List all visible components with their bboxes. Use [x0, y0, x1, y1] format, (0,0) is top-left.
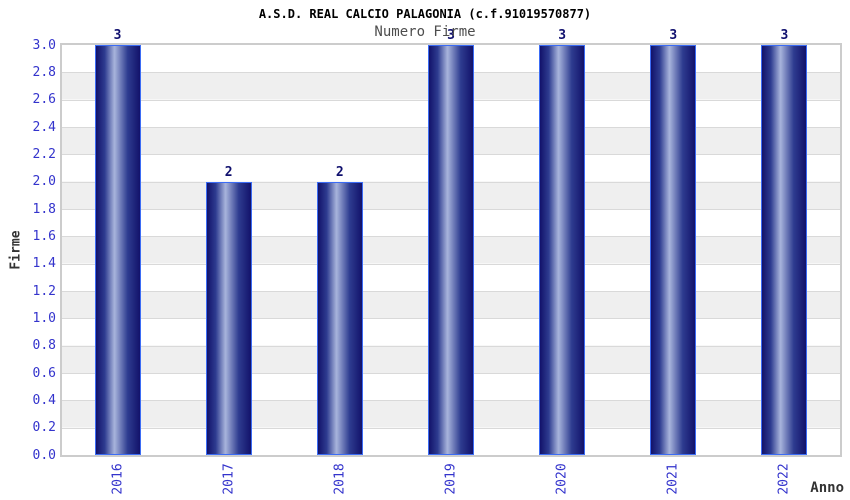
bar-2019: [428, 45, 474, 455]
bar-value-label: 3: [113, 28, 122, 43]
x-tick-label-2017: 2017: [221, 463, 237, 495]
bar-2021: [650, 45, 697, 455]
bar-2016: [94, 45, 141, 455]
chart-title: A.S.D. REAL CALCIO PALAGONIA (c.f.910195…: [258, 7, 592, 21]
y-tick-label: 2.0: [32, 174, 56, 190]
bar-value-label: 3: [558, 28, 567, 43]
y-tick-label: 1.6: [32, 228, 56, 244]
y-axis-title: Firme: [8, 230, 24, 270]
x-tick-label-2021: 2021: [665, 463, 681, 495]
chart-subtitle: Numero Firme: [374, 24, 476, 40]
x-tick-label-2022: 2022: [776, 463, 792, 495]
bar-value-label: 3: [780, 28, 789, 43]
y-tick-label: 0.8: [32, 338, 56, 354]
bar-2017: [205, 181, 252, 455]
y-tick-label: 2.8: [32, 64, 56, 80]
x-axis-title: Anno: [810, 480, 844, 496]
bar-value-label: 3: [669, 28, 678, 43]
y-tick-label: 2.6: [32, 92, 56, 108]
y-tick-label: 2.2: [32, 146, 56, 162]
bar-value-label: 2: [224, 164, 233, 180]
y-tick-label: 1.2: [32, 283, 56, 299]
x-tick-label-2016: 2016: [110, 463, 126, 495]
y-tick-label: 0.6: [32, 365, 56, 381]
y-tick-label: 1.8: [32, 201, 56, 217]
x-tick-label-2018: 2018: [332, 463, 348, 495]
x-tick-label-2019: 2019: [443, 463, 459, 495]
y-tick-label: 2.4: [32, 119, 56, 135]
y-tick-label: 0.0: [32, 447, 56, 463]
y-tick-label: 1.0: [32, 310, 56, 326]
bar-2022: [761, 45, 808, 455]
y-tick-label: 1.4: [32, 256, 56, 272]
bar-2020: [539, 45, 586, 455]
bar-value-label: 2: [335, 164, 344, 180]
y-tick-label: 0.2: [32, 420, 56, 436]
bar-value-label: 3: [447, 28, 455, 43]
x-tick-label-2020: 2020: [554, 463, 570, 495]
y-tick-label: 3.0: [32, 37, 56, 53]
y-tick-label: 0.4: [32, 392, 56, 408]
bar-2018: [316, 181, 363, 455]
